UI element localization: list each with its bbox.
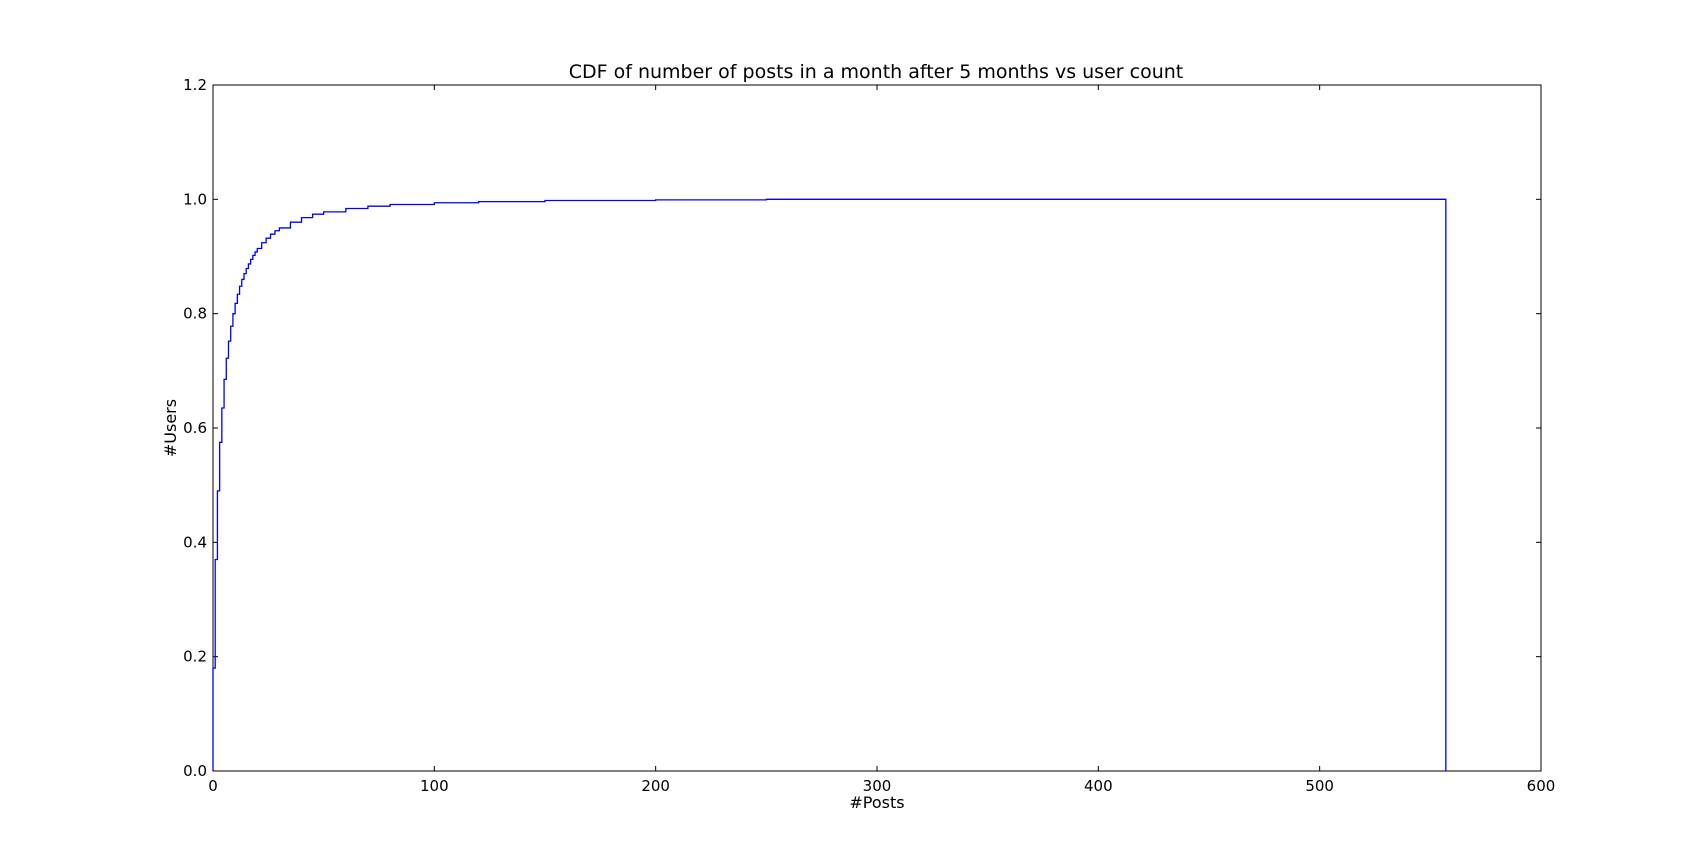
x-tick-label: 500 — [1305, 777, 1334, 795]
x-tick-label: 100 — [420, 777, 449, 795]
x-tick-label: 400 — [1084, 777, 1113, 795]
y-tick-label: 0.0 — [183, 762, 207, 780]
y-tick-label: 1.2 — [183, 76, 207, 94]
x-tick-label: 600 — [1527, 777, 1556, 795]
y-tick-label: 1.0 — [183, 190, 207, 208]
series-layer — [212, 198, 1447, 771]
x-tick-label: 0 — [208, 777, 218, 795]
chart-title: CDF of number of posts in a month after … — [569, 61, 1183, 83]
x-tick-label: 300 — [863, 777, 892, 795]
cdf-step-line — [212, 198, 1447, 771]
y-tick-label: 0.8 — [183, 305, 207, 323]
x-axis-label: #Posts — [849, 793, 904, 812]
y-tick-label: 0.6 — [183, 419, 207, 437]
y-tick-label: 0.2 — [183, 648, 207, 666]
tick-marks — [212, 84, 1542, 772]
tick-labels: 0 100 200 300 400 500 600 0.0 0.2 0.4 0.6 0.8 1.0 1.2 — [183, 76, 1555, 795]
plot-area — [212, 84, 1542, 772]
y-axis-label: #Users — [161, 399, 180, 457]
y-tick-label: 0.4 — [183, 533, 207, 551]
x-tick-label: 200 — [641, 777, 670, 795]
